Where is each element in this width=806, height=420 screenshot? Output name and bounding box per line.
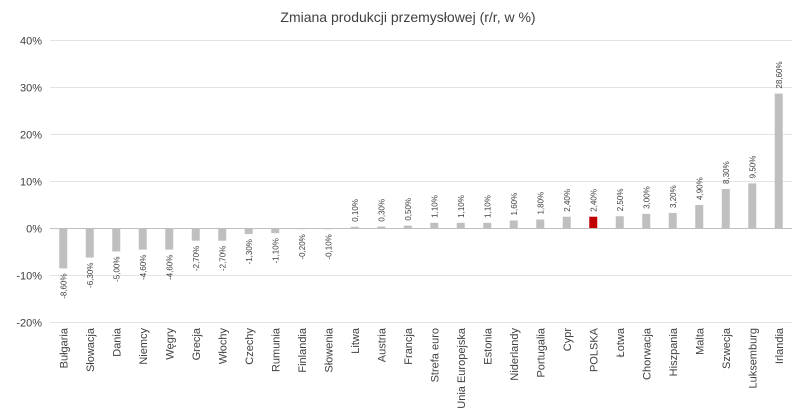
- data-label: -6,30%: [86, 263, 95, 288]
- bar: [456, 222, 465, 228]
- x-tick-label: Cypr: [562, 328, 574, 352]
- x-tick-label: Słowenia: [323, 327, 335, 373]
- bar: [85, 228, 94, 258]
- y-tick-label: 10%: [20, 177, 42, 189]
- x-tick-label: Litwa: [350, 327, 362, 354]
- x-tick-label: Strefa euro: [429, 328, 441, 382]
- data-label: -8,60%: [59, 273, 68, 298]
- x-tick-label: Niderlandy: [509, 328, 521, 381]
- bar: [430, 222, 439, 228]
- data-label: -5,00%: [112, 257, 121, 282]
- bar: [324, 228, 333, 230]
- y-tick-label: 20%: [20, 130, 42, 142]
- bar: [774, 93, 783, 228]
- x-tick-label: Hiszpania: [668, 327, 680, 376]
- x-tick-label: Niemcy: [138, 328, 150, 365]
- y-tick-label: 40%: [20, 36, 42, 48]
- data-label: 0,10%: [351, 199, 360, 222]
- data-label: 2,50%: [616, 189, 625, 212]
- data-label: 8,30%: [722, 161, 731, 184]
- x-tick-label: Finlandia: [297, 327, 309, 373]
- y-tick-label: -20%: [16, 318, 42, 330]
- bar-layer: [59, 93, 783, 269]
- data-label: 9,50%: [748, 156, 757, 179]
- x-tick-label: Czechy: [244, 328, 256, 365]
- bar: [509, 220, 518, 228]
- x-tick-label: Luksemburg: [747, 328, 759, 389]
- data-label: -4,60%: [165, 255, 174, 280]
- bar: [165, 228, 174, 250]
- bar: [536, 219, 545, 228]
- bar: [59, 228, 68, 269]
- bar: [668, 212, 677, 228]
- x-tick-label: Irlandia: [774, 327, 786, 364]
- data-label: 1,10%: [457, 195, 466, 218]
- data-label: 2,40%: [589, 189, 598, 212]
- x-tick-label: Łotwa: [615, 327, 627, 357]
- bar: [642, 213, 651, 228]
- bar: [483, 222, 492, 228]
- data-label: 28,60%: [775, 61, 784, 88]
- x-tick-label: Rumunia: [270, 327, 282, 372]
- data-label: -1,10%: [271, 238, 280, 263]
- bar: [721, 188, 730, 228]
- x-tick-label: Chorwacja: [641, 327, 653, 380]
- data-label: 0,30%: [377, 199, 386, 222]
- bar: [271, 228, 280, 234]
- bar: [562, 216, 571, 228]
- data-label: 2,40%: [563, 189, 572, 212]
- data-label: 1,80%: [536, 192, 545, 215]
- x-tick-label: Szwecja: [721, 327, 733, 369]
- bar: [138, 228, 147, 250]
- bar: [403, 225, 412, 228]
- data-label: -2,70%: [192, 246, 201, 271]
- data-label: 4,90%: [695, 177, 704, 200]
- x-tick-label: Grecja: [191, 327, 203, 360]
- data-label: -1,30%: [245, 239, 254, 264]
- x-tick-label: Malta: [694, 327, 706, 355]
- data-label: -2,70%: [218, 246, 227, 271]
- data-label: 1,60%: [510, 193, 519, 216]
- bar: [615, 216, 624, 228]
- bar: [218, 228, 227, 241]
- x-tick-label: Austria: [376, 327, 388, 362]
- bar: [748, 183, 757, 228]
- data-label: 1,10%: [483, 195, 492, 218]
- bar: [589, 216, 598, 228]
- x-tick-label: Portugalia: [535, 327, 547, 377]
- y-tick-label: -10%: [16, 271, 42, 283]
- data-label: -0,10%: [324, 234, 333, 259]
- data-label: 0,50%: [404, 198, 413, 221]
- x-axis-ticks: Bułgaria Słowacja Dania Niemcy Węgry Grecja Wł…: [58, 327, 786, 409]
- x-tick-label: Francja: [403, 327, 415, 365]
- data-label: -4,60%: [139, 255, 148, 280]
- bar: [244, 228, 253, 235]
- bar: [112, 228, 121, 252]
- y-tick-label: 0%: [26, 224, 42, 236]
- bar: [297, 228, 306, 230]
- x-tick-label: Unia Europejska: [456, 327, 468, 409]
- x-tick-label: POLSKA: [588, 327, 600, 372]
- grid-layer: -20% -10% 0% 10% 20% 30% 40%: [16, 36, 792, 330]
- data-label: 3,00%: [642, 186, 651, 209]
- data-label: 1,10%: [430, 195, 439, 218]
- chart-title: Zmiana produkcji przemysłowej (r/r, w %): [280, 9, 535, 25]
- data-label-layer: -8,60% -6,30% -5,00% -4,60% -4,60% -2,70% -2,7…: [59, 61, 784, 298]
- x-tick-label: Dania: [111, 327, 123, 357]
- x-tick-label: Słowacja: [85, 327, 97, 372]
- x-tick-label: Węgry: [164, 328, 176, 360]
- bar: [377, 226, 386, 228]
- bar: [695, 204, 704, 228]
- y-tick-label: 30%: [20, 83, 42, 95]
- data-label: 3,20%: [669, 185, 678, 208]
- bar: [350, 226, 359, 228]
- x-tick-label: Estonia: [482, 327, 494, 365]
- x-tick-label: Włochy: [217, 328, 229, 365]
- bar: [191, 228, 200, 241]
- data-label: -0,20%: [298, 234, 307, 259]
- x-tick-label: Bułgaria: [58, 327, 70, 368]
